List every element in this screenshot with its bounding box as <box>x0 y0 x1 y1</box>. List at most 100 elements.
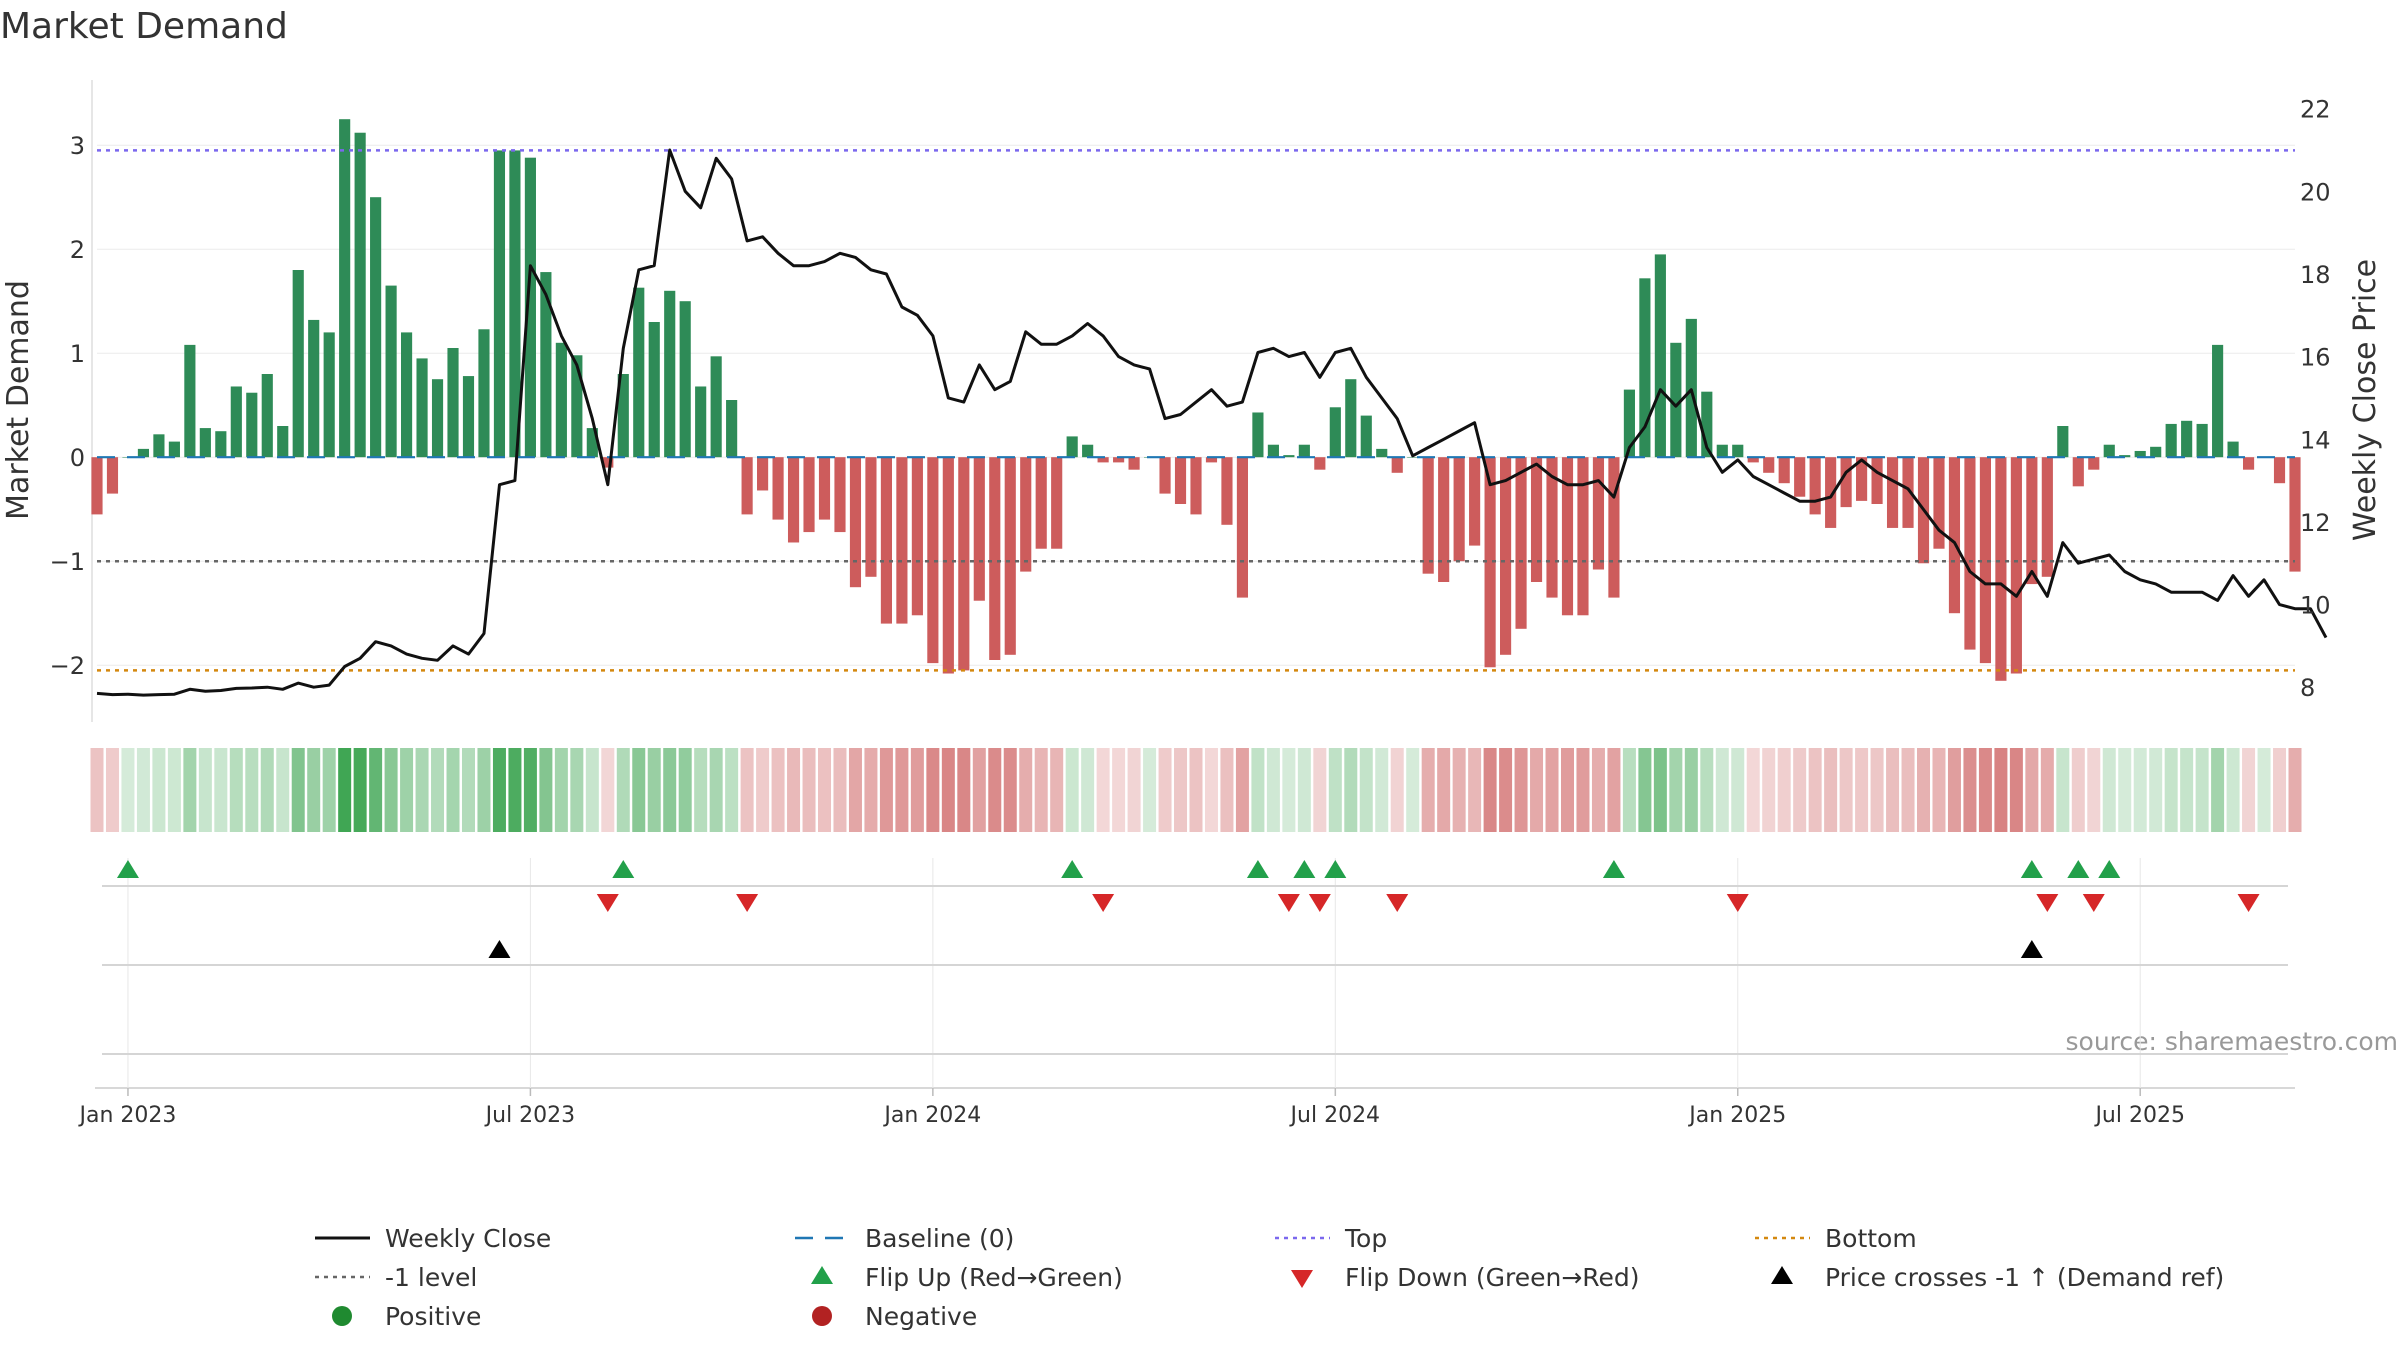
heat-cell <box>2195 748 2209 832</box>
demand-bar <box>2273 457 2286 484</box>
demand-bar <box>447 348 459 458</box>
heat-cell <box>2071 748 2085 832</box>
flip-up-marker <box>2020 860 2043 878</box>
heat-cell <box>1313 748 1327 832</box>
demand-bar <box>1856 457 1868 501</box>
heat-cell <box>1065 748 1079 832</box>
demand-bar <box>834 457 846 533</box>
x-tick-label: Jul 2024 <box>1289 1103 1381 1128</box>
heat-cell <box>941 748 955 832</box>
flip-down-marker <box>1092 894 1115 912</box>
demand-bar <box>370 197 382 458</box>
demand-bar <box>710 356 722 458</box>
demand-bar <box>215 431 227 458</box>
demand-bar <box>1438 457 1450 582</box>
demand-bar <box>664 290 676 458</box>
heat-cell <box>1808 748 1822 832</box>
x-tick-label: Jan 2024 <box>882 1103 981 1128</box>
heat-cell <box>1607 748 1621 832</box>
heat-cell <box>539 748 553 832</box>
heat-cell <box>802 748 816 832</box>
demand-bar <box>1407 457 1419 458</box>
heat-cell <box>1220 748 1234 832</box>
y2-tick-label: 22 <box>2300 96 2331 124</box>
demand-bar <box>803 457 815 533</box>
heat-cell <box>1344 748 1358 832</box>
demand-bar <box>2057 426 2069 458</box>
heat-cell <box>353 748 367 832</box>
demand-bar <box>2088 457 2100 470</box>
demand-bar <box>1530 457 1543 582</box>
y2-axis-label: Weekly Close Price <box>2348 259 2383 541</box>
heat-cell <box>1514 748 1528 832</box>
heat-cell <box>725 748 739 832</box>
heat-cell <box>2211 748 2225 832</box>
demand-bar <box>1376 448 1388 458</box>
demand-bar <box>1051 457 1063 549</box>
demand-bar <box>1221 457 1233 525</box>
heat-cell <box>431 748 445 832</box>
demand-bar <box>989 457 1001 660</box>
demand-bar <box>2041 457 2053 577</box>
demand-bar <box>896 457 908 624</box>
heat-cell <box>446 748 460 832</box>
heat-cell <box>1050 748 1064 832</box>
heat-cell <box>1793 748 1807 832</box>
demand-bar <box>849 457 862 588</box>
y2-tick-label: 16 <box>2300 344 2331 372</box>
demand-bar <box>1670 342 1682 458</box>
y2-tick-label: 12 <box>2300 509 2331 537</box>
heat-cell <box>260 748 274 832</box>
heat-cell <box>1235 748 1249 832</box>
legend-label: Flip Down (Green→Red) <box>1345 1263 1640 1292</box>
legend-label: Positive <box>385 1302 481 1331</box>
heat-cell <box>2242 748 2256 832</box>
demand-bar <box>1391 457 1403 473</box>
demand-bar <box>230 386 242 458</box>
heat-cell <box>1019 748 1033 832</box>
flip-up-marker <box>1324 860 1347 878</box>
demand-bar <box>1329 407 1341 458</box>
heat-cell <box>570 748 584 832</box>
heat-cell <box>492 748 506 832</box>
heat-cell <box>121 748 135 832</box>
heat-cell <box>1886 748 1900 832</box>
heat-cell <box>585 748 599 832</box>
heat-cell <box>152 748 166 832</box>
demand-bar <box>1871 457 1883 504</box>
demand-bar <box>973 457 985 601</box>
demand-bar <box>416 358 428 458</box>
demand-bar <box>648 322 660 458</box>
heat-cell <box>910 748 924 832</box>
heat-cell <box>756 748 770 832</box>
demand-bar <box>1902 457 1914 528</box>
heat-cell <box>1499 748 1513 832</box>
heat-cell <box>2180 748 2194 832</box>
legend-label: Bottom <box>1825 1224 1917 1253</box>
heat-cell <box>167 748 181 832</box>
heat-cell <box>1560 748 1574 832</box>
demand-bar <box>958 457 970 671</box>
demand-bar <box>1159 457 1171 494</box>
y-tick-label: −1 <box>50 548 85 576</box>
heat-cell <box>322 748 336 832</box>
heat-cell <box>694 748 708 832</box>
demand-bar <box>2227 441 2239 458</box>
demand-bar <box>2026 457 2038 585</box>
heat-cell <box>1143 748 1157 832</box>
demand-bar <box>1035 457 1047 549</box>
heat-cell <box>1468 748 1482 832</box>
heat-cell <box>245 748 259 832</box>
heat-cell <box>2009 748 2023 832</box>
demand-bar <box>818 457 831 520</box>
demand-bar <box>695 386 707 458</box>
demand-bar <box>1128 457 1140 470</box>
demand-bar <box>1484 457 1496 668</box>
demand-bar <box>571 355 583 458</box>
demand-bar <box>1066 436 1078 458</box>
flip-up-marker <box>1602 860 1625 878</box>
demand-bar <box>339 119 351 458</box>
heat-cell <box>1700 748 1714 832</box>
demand-bar <box>1747 457 1759 463</box>
